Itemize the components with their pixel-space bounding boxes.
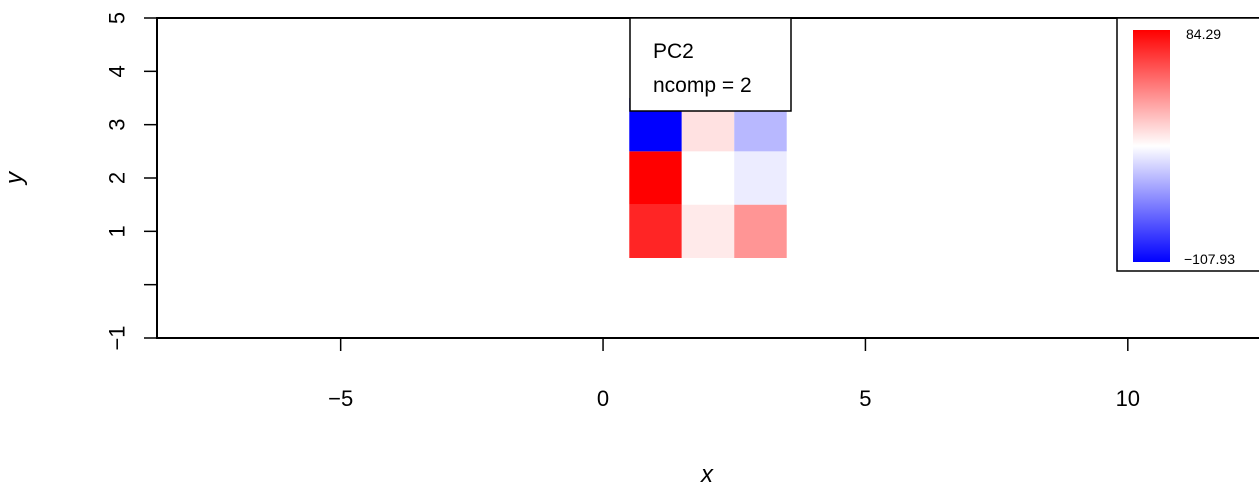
y-tick-label: 5 — [105, 12, 130, 24]
x-tick-label: 10 — [1116, 386, 1140, 411]
heatmap-cell — [734, 151, 787, 205]
x-tick-label: −5 — [328, 386, 353, 411]
y-tick-label: 2 — [105, 172, 130, 184]
annotation-line-1: PC2 — [653, 40, 694, 63]
x-tick-label: 0 — [597, 386, 609, 411]
colorbar-legend: 84.29 −107.93 — [1116, 17, 1259, 272]
colorbar-gradient — [1133, 30, 1170, 262]
heatmap-cell — [629, 151, 682, 205]
y-tick-label: −1 — [105, 325, 130, 350]
y-tick-label: 1 — [105, 225, 130, 237]
y-tick-label: 4 — [105, 65, 130, 77]
annotation-line-2: ncomp = 2 — [653, 74, 752, 97]
x-tick-label: 5 — [859, 386, 871, 411]
annotation-box: PC2 ncomp = 2 — [629, 17, 792, 112]
y-axis-title: y — [1, 170, 28, 186]
x-axis-title: x — [700, 461, 714, 488]
heatmap-cell — [629, 204, 682, 258]
heatmap-cell — [734, 204, 787, 258]
colorbar-min-label: −107.93 — [1184, 251, 1235, 267]
heatmap-cell — [681, 204, 735, 258]
heatmap-cell — [681, 151, 735, 205]
heatmap-cells — [629, 98, 787, 258]
x-axis: −5 0 5 10 — [328, 338, 1140, 411]
y-tick-label: 3 — [105, 119, 130, 131]
colorbar-max-label: 84.29 — [1186, 26, 1221, 42]
y-axis: −1 1 2 3 4 5 — [105, 12, 157, 351]
